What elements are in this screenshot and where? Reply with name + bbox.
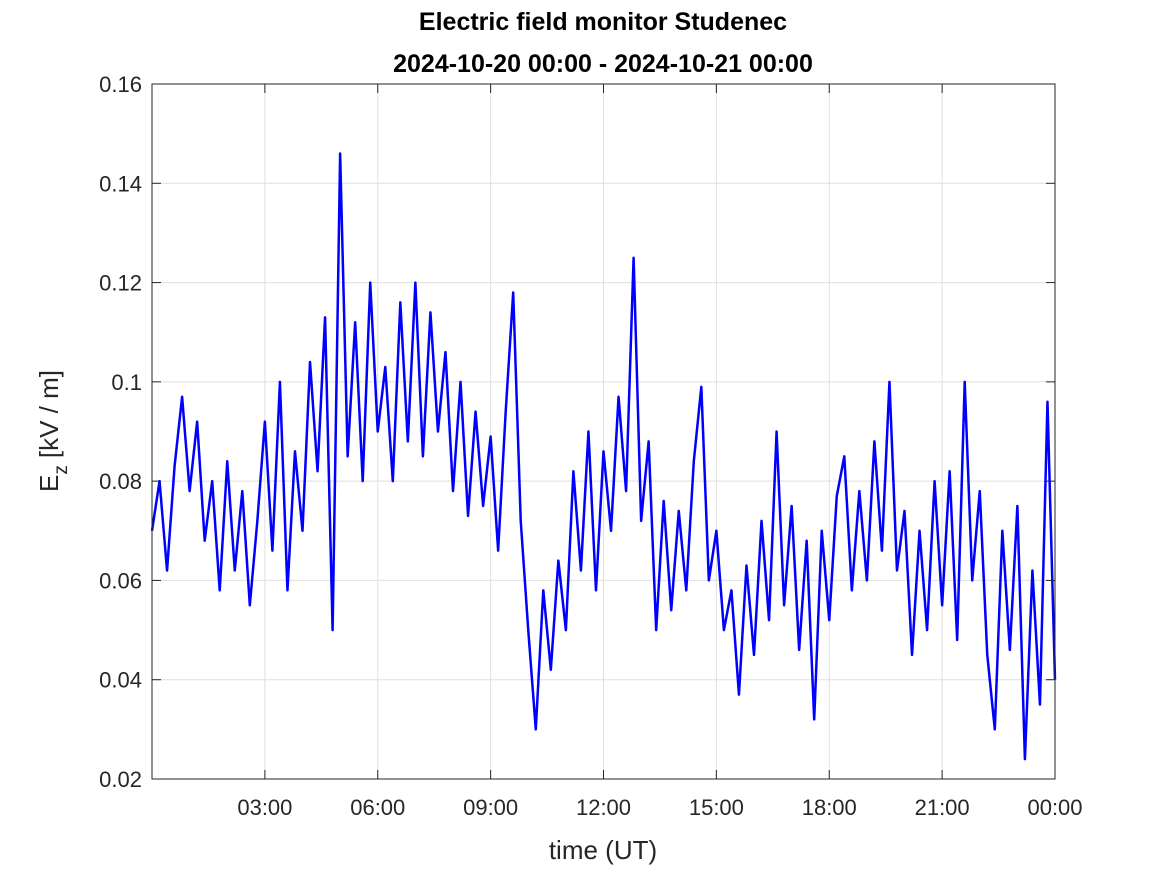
y-axis-symbol: E [34, 475, 64, 492]
x-tick-label: 03:00 [237, 795, 292, 820]
y-tick-label: 0.02 [99, 767, 142, 792]
y-axis-unit: [kV / m] [34, 370, 64, 458]
chart-subtitle: 2024-10-20 00:00 - 2024-10-21 00:00 [393, 50, 813, 78]
labels: 0.02 0.04 0.06 0.08 0.1 0.12 0.14 0.16 03:00 06:0… [99, 72, 1082, 820]
x-tick-label: 15:00 [689, 795, 744, 820]
y-axis-subscript: z [51, 465, 72, 475]
x-tick-label: 00:00 [1027, 795, 1082, 820]
data-line [150, 152, 1057, 761]
x-tick-label: 18:00 [802, 795, 857, 820]
y-tick-label: 0.16 [99, 72, 142, 97]
y-tick-label: 0.1 [111, 370, 142, 395]
x-tick-label: 12:00 [576, 795, 631, 820]
y-tick-label: 0.14 [99, 171, 142, 196]
y-tick-label: 0.08 [99, 469, 142, 494]
x-tick-label: 21:00 [915, 795, 970, 820]
x-tick-label: 06:00 [350, 795, 405, 820]
y-axis-label: Ez [kV / m] [34, 370, 72, 492]
x-axis-label: time (UT) [549, 835, 657, 865]
chart-title: Electric field monitor Studenec [419, 8, 787, 36]
y-tick-label: 0.04 [99, 668, 142, 693]
marks [150, 152, 1057, 761]
x-tick-label: 09:00 [463, 795, 518, 820]
y-tick-label: 0.06 [99, 568, 142, 593]
y-tick-label: 0.12 [99, 271, 142, 296]
